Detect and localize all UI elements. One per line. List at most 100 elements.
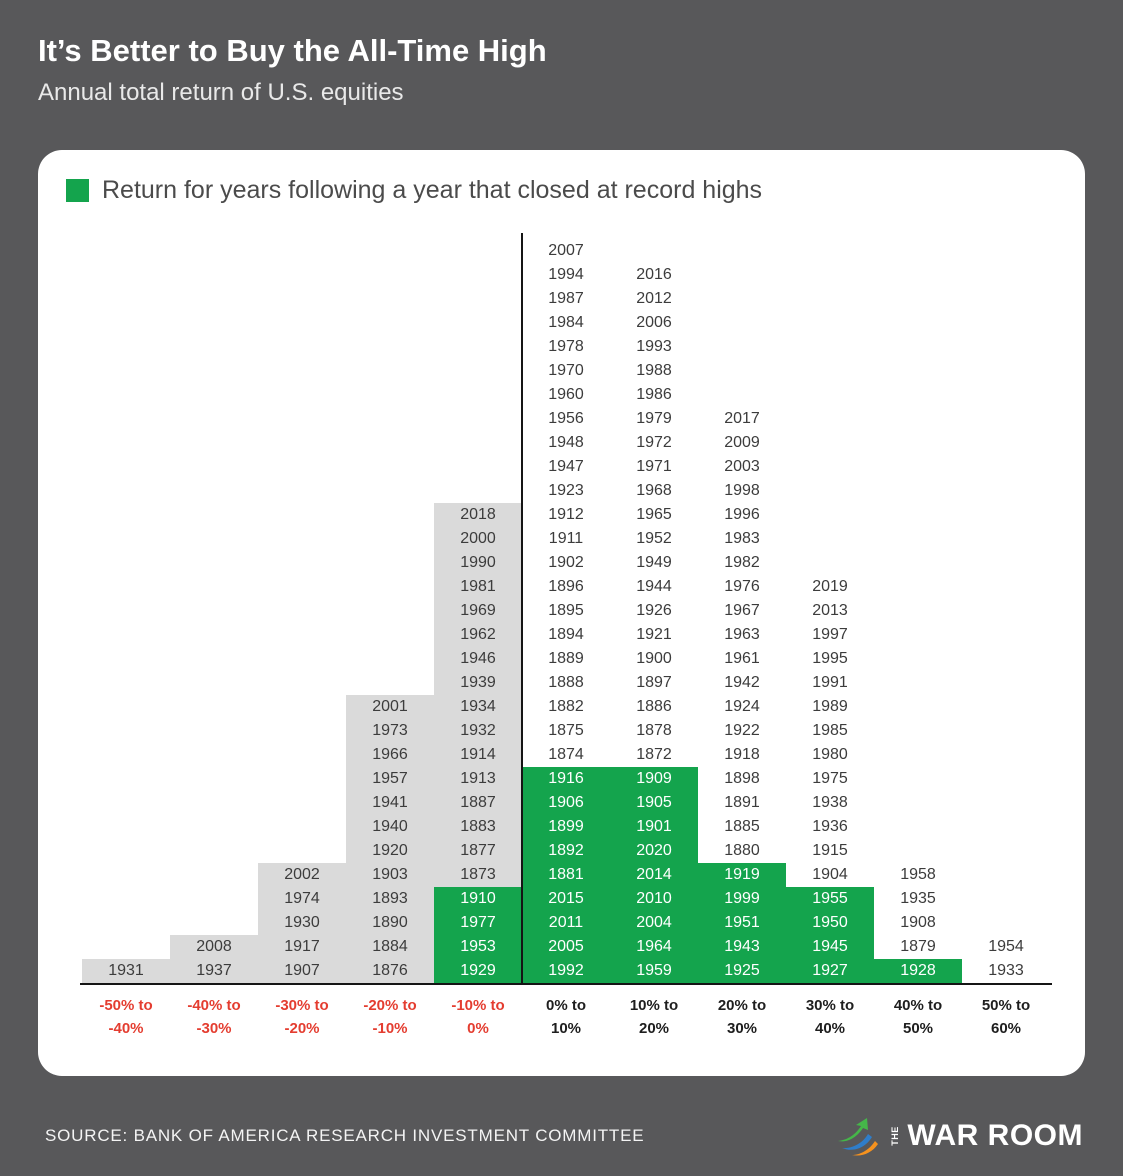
record-high-year-cell: 1925: [698, 959, 786, 983]
year-cell: 1876: [346, 959, 434, 983]
year-cell: 1994: [548, 266, 584, 283]
legend: Return for years following a year that c…: [66, 176, 1057, 205]
x-axis-bin-label: -40% to -30%: [187, 997, 241, 1037]
year-cell: 1902: [548, 554, 584, 571]
year-cell: 1934: [434, 695, 522, 719]
year-cell: 1979: [636, 410, 672, 427]
year-cell: 1930: [258, 911, 346, 935]
year-cell: 2001: [346, 695, 434, 719]
record-high-year-cell: 1929: [434, 959, 522, 983]
record-high-year-cell: 1899: [522, 815, 610, 839]
year-cell: 2006: [636, 314, 672, 331]
year-cell: 1939: [434, 671, 522, 695]
year-cell: 1969: [434, 599, 522, 623]
war-room-logo: THE WAR ROOM: [836, 1116, 1083, 1156]
legend-green-swatch: [66, 179, 89, 202]
record-high-year-cell: 1950: [786, 911, 874, 935]
histogram-columns: 1931 2008 1937 2002 1974 1930 1917 1907 2001 1973…: [82, 239, 1050, 983]
year-cell: 1873: [434, 863, 522, 887]
x-axis-labels: -50% to -40% -40% to -30% -30% to -20% -20% to…: [82, 985, 1050, 1040]
year-cell: 1965: [636, 506, 672, 523]
war-room-logo-icon: [837, 1118, 878, 1156]
year-cell: 1949: [636, 554, 672, 571]
record-high-year-cell: 1927: [786, 959, 874, 983]
x-axis-bin-label: -30% to -20%: [275, 997, 329, 1037]
year-cell: 1963: [724, 626, 760, 643]
year-cell: 1923: [548, 482, 584, 499]
record-high-year-cell: 1909: [610, 767, 698, 791]
year-cell: 1983: [724, 530, 760, 547]
year-cell: 1960: [548, 386, 584, 403]
year-cell: 1882: [548, 698, 584, 715]
year-cell: 1874: [548, 746, 584, 763]
year-cell: 1957: [346, 767, 434, 791]
year-cell: 1961: [724, 650, 760, 667]
record-high-year-cell: 2005: [522, 935, 610, 959]
year-cell: 1887: [434, 791, 522, 815]
year-cell: 1966: [346, 743, 434, 767]
year-cell: 1914: [434, 743, 522, 767]
year-cell: 1877: [434, 839, 522, 863]
year-cell: 1971: [636, 458, 672, 475]
histogram-column: 2018 2000 1990 1981 1969 1962 1946 1939 1934 1932…: [434, 239, 522, 983]
record-high-year-cell: 2011: [522, 911, 610, 935]
year-cell: 1948: [548, 434, 584, 451]
year-cell: 2008: [170, 935, 258, 959]
year-cell: 1941: [346, 791, 434, 815]
year-cell: 1895: [548, 602, 584, 619]
year-cell: 1904: [812, 866, 848, 883]
record-high-year-cell: 1999: [698, 887, 786, 911]
source-text: SOURCE: BANK OF AMERICA RESEARCH INVESTM…: [45, 1126, 645, 1145]
year-cell: 2009: [724, 434, 760, 451]
year-cell: 1917: [258, 935, 346, 959]
year-cell: 1891: [724, 794, 760, 811]
year-cell: 1915: [812, 842, 848, 859]
year-cell: 1903: [346, 863, 434, 887]
year-cell: 1922: [724, 722, 760, 739]
year-cell: 1956: [548, 410, 584, 427]
x-axis-line: [80, 983, 1052, 985]
histogram-chart: 1931 2008 1937 2002 1974 1930 1917 1907 2001 1973…: [80, 233, 1052, 1040]
record-high-year-cell: 1964: [610, 935, 698, 959]
record-high-year-cell: 2014: [610, 863, 698, 887]
brand-name-label: WAR ROOM: [907, 1119, 1083, 1152]
year-cell: 1896: [548, 578, 584, 595]
year-cell: 1940: [346, 815, 434, 839]
year-cell: 1997: [812, 626, 848, 643]
year-cell: 1890: [346, 911, 434, 935]
year-cell: 1875: [548, 722, 584, 739]
year-cell: 2019: [812, 578, 848, 595]
histogram-column: 2002 1974 1930 1917 1907: [258, 239, 346, 983]
year-cell: 1996: [724, 506, 760, 523]
year-cell: 1985: [812, 722, 848, 739]
year-cell: 1921: [636, 626, 672, 643]
histogram-column: 2001 1973 1966 1957 1941 1940 1920 1903 1893 1890…: [346, 239, 434, 983]
record-high-year-cell: 1977: [434, 911, 522, 935]
year-cell: 1911: [548, 530, 584, 547]
x-axis-bin-label: 0% to 10%: [545, 997, 586, 1037]
record-high-year-cell: 1910: [434, 887, 522, 911]
year-cell: 1988: [636, 362, 672, 379]
year-cell: 1946: [434, 647, 522, 671]
year-cell: 1993: [636, 338, 672, 355]
histogram-column: 2017 2009 2003 1998 1996 1983 1982 1976 1967 1963…: [698, 239, 786, 983]
record-high-year-cell: 1916: [522, 767, 610, 791]
year-cell: 1900: [636, 650, 672, 667]
record-high-year-cell: 1992: [522, 959, 610, 983]
x-axis-bin-label: 50% to 60%: [981, 997, 1031, 1037]
year-cell: 1879: [900, 938, 936, 955]
x-axis-bin-label: 30% to 40%: [805, 997, 855, 1037]
year-cell: 1978: [548, 338, 584, 355]
year-cell: 1967: [724, 602, 760, 619]
year-cell: 1894: [548, 626, 584, 643]
year-cell: 1947: [548, 458, 584, 475]
record-high-year-cell: 1953: [434, 935, 522, 959]
year-cell: 1954: [988, 938, 1024, 955]
year-cell: 1972: [636, 434, 672, 451]
histogram-column: 1958 1935 1908 1879 1928: [874, 239, 962, 983]
record-high-year-cell: 1928: [874, 959, 962, 983]
year-cell: 2016: [636, 266, 672, 283]
year-cell: 1888: [548, 674, 584, 691]
year-cell: 1885: [724, 818, 760, 835]
year-cell: 1936: [812, 818, 848, 835]
